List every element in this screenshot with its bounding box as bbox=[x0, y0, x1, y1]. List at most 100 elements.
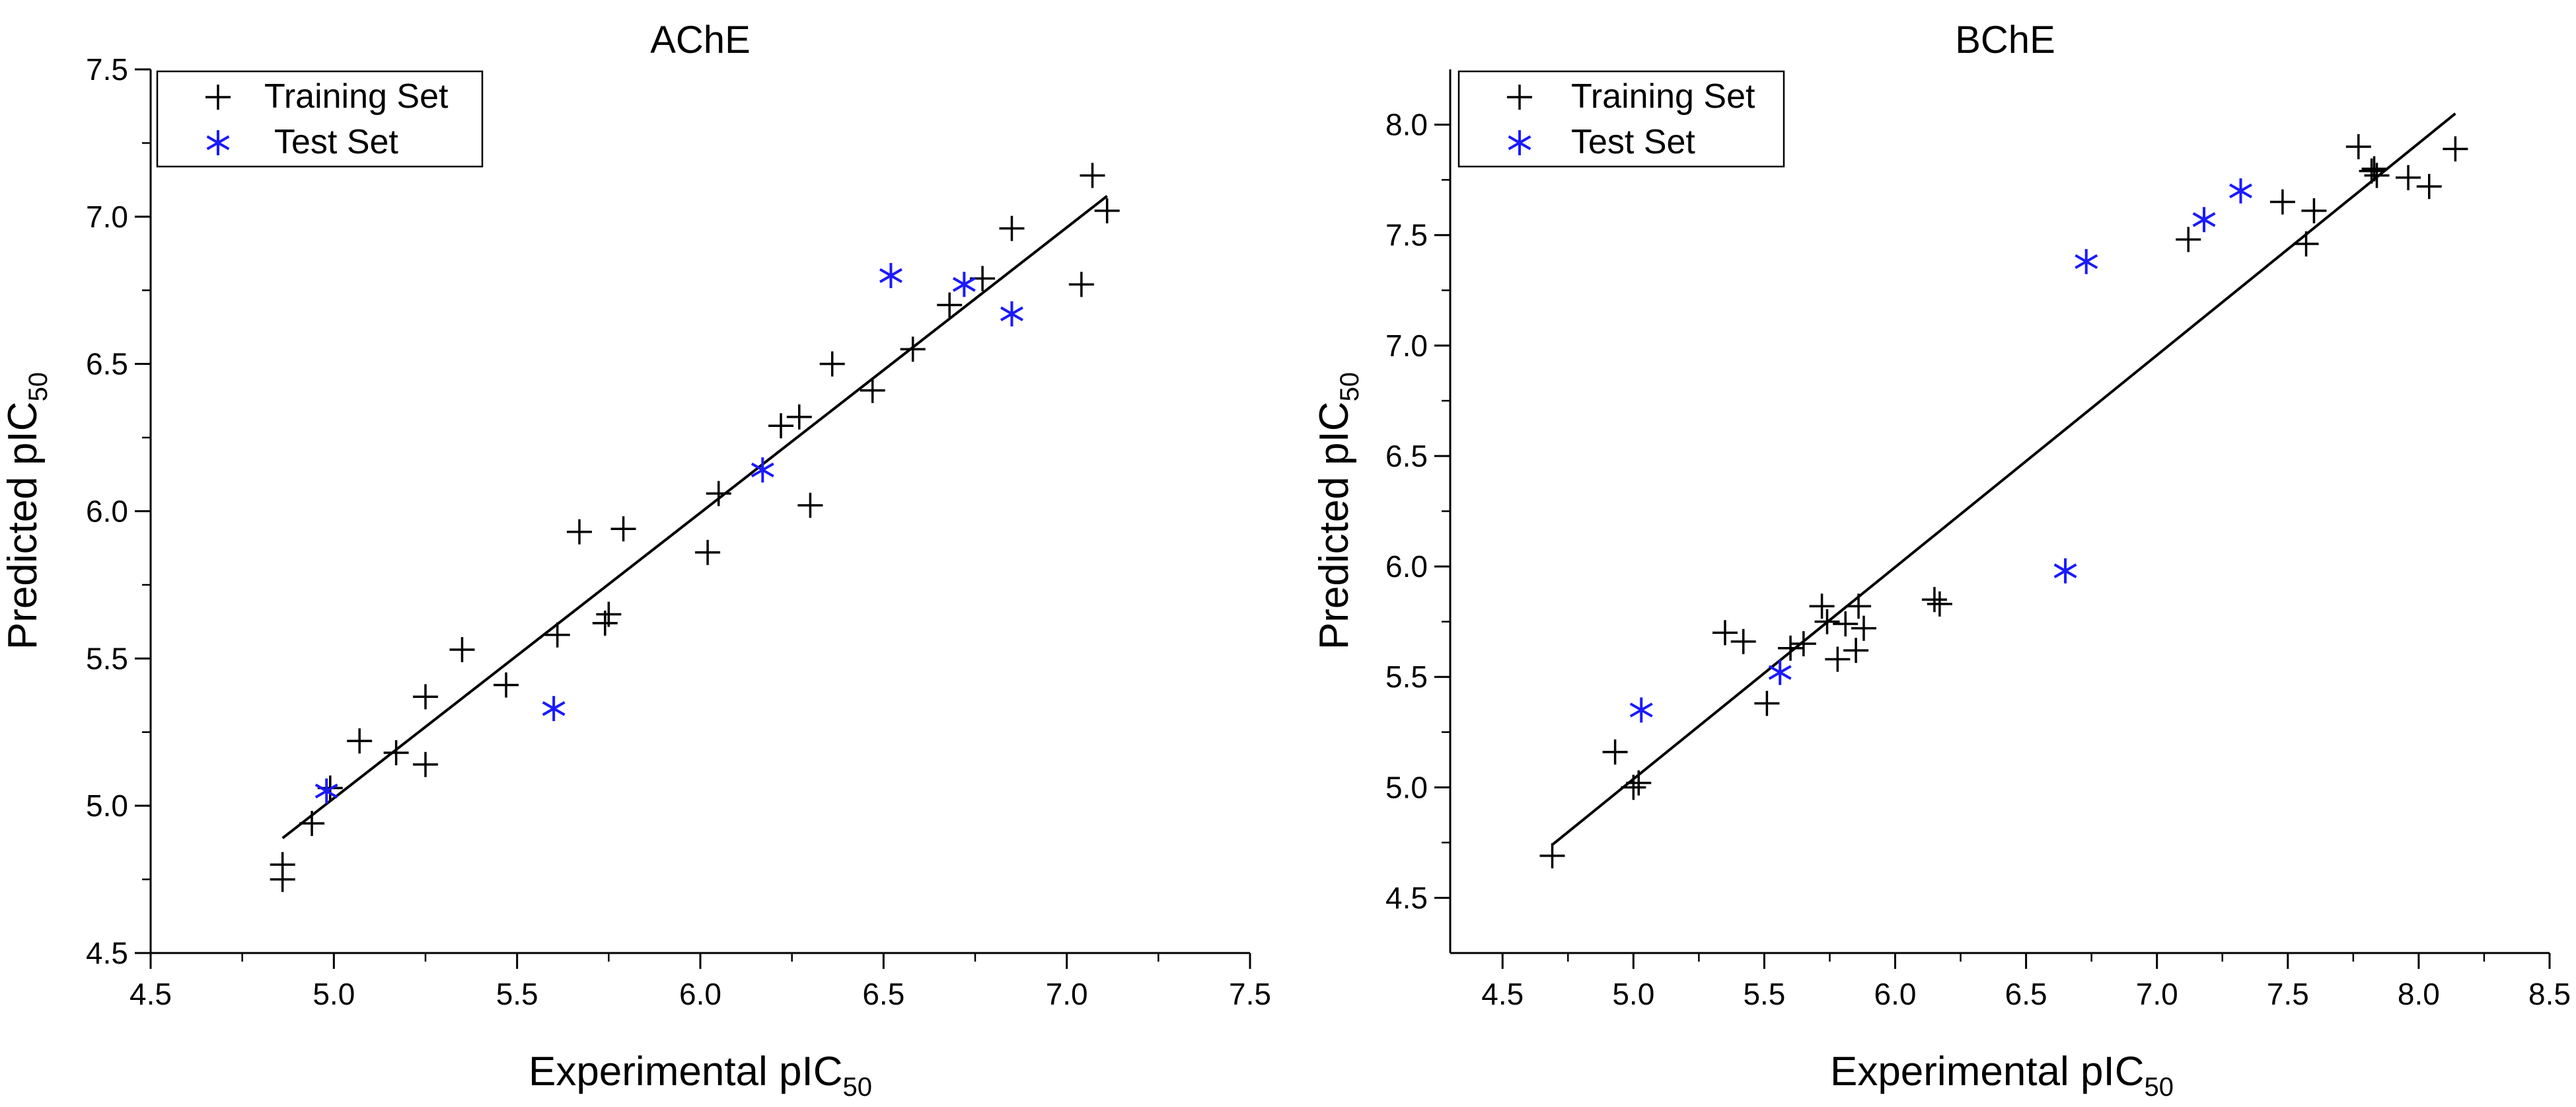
ache-training-point bbox=[695, 539, 721, 565]
ache-y-tick-label: 5.5 bbox=[86, 641, 128, 675]
ache-x-tick-label: 6.5 bbox=[862, 977, 904, 1011]
ache-training-point bbox=[544, 622, 570, 648]
bche-training-point bbox=[2293, 231, 2319, 257]
ache-training-point bbox=[610, 516, 636, 542]
ache-training-point bbox=[270, 866, 295, 892]
chart-bche-test-set-points bbox=[1629, 178, 2252, 723]
chart-ache-training-set-points bbox=[270, 163, 1120, 892]
chart-ache-legend-test-label: Test Set bbox=[274, 123, 398, 161]
ache-test-point bbox=[542, 696, 566, 722]
asterisk-icon bbox=[206, 130, 230, 155]
ache-x-tick-label: 7.5 bbox=[1229, 977, 1271, 1011]
plus-icon bbox=[205, 85, 231, 110]
bche-test-point bbox=[1629, 697, 1653, 723]
chart-ache-title: AChE bbox=[650, 19, 751, 61]
ache-x-tick-label: 4.5 bbox=[129, 977, 172, 1011]
bche-training-point bbox=[1833, 611, 1858, 636]
ache-y-tick-label: 7.0 bbox=[86, 200, 128, 234]
bche-training-point bbox=[1814, 609, 1840, 634]
ache-training-point bbox=[819, 351, 845, 377]
bche-test-point bbox=[2229, 178, 2252, 204]
ache-training-point bbox=[706, 480, 731, 506]
bche-training-point bbox=[2269, 189, 2295, 215]
ache-training-point bbox=[413, 751, 438, 777]
chart-ache: AChE 4.5 5.0 5.5 6.0 6.5 7.0 7.5 4.5 5.0 5.5 6.0 6… bbox=[0, 19, 1271, 1102]
ache-training-point bbox=[797, 492, 823, 518]
bche-training-point bbox=[2396, 165, 2421, 190]
plus-icon bbox=[1507, 85, 1532, 110]
ache-test-point bbox=[751, 457, 774, 483]
bche-y-tick-label: 8.0 bbox=[1385, 108, 1428, 142]
ache-training-point bbox=[999, 215, 1025, 241]
bche-test-point bbox=[2192, 207, 2216, 233]
asterisk-icon bbox=[1508, 130, 1531, 155]
bche-x-tick-label: 8.5 bbox=[2528, 977, 2571, 1011]
chart-bche-regression-line bbox=[1551, 112, 2456, 846]
bche-y-tick-label: 6.5 bbox=[1385, 439, 1428, 473]
ache-y-tick-label: 6.0 bbox=[86, 494, 128, 529]
chart-ache-legend-training-label: Training Set bbox=[264, 77, 449, 116]
bche-training-point bbox=[1843, 638, 1869, 664]
bche-training-point bbox=[1851, 615, 1876, 641]
bche-y-tick-label: 7.5 bbox=[1385, 218, 1428, 252]
chart-ache-y-axis-label: Predicted pIC50 bbox=[0, 372, 53, 650]
ache-training-point bbox=[494, 672, 519, 698]
chart-bche-y-axis-label: Predicted pIC50 bbox=[1311, 372, 1364, 650]
chart-bche: BChE 4.5 5.0 5.5 6.0 6.5 7.0 7.5 8.0 8.5 4.5 5.0 5… bbox=[1311, 19, 2571, 1102]
ache-x-tick-label: 7.0 bbox=[1046, 977, 1088, 1011]
ache-training-point bbox=[1068, 272, 1094, 297]
ache-training-point bbox=[413, 684, 438, 710]
bche-y-tick-label: 5.0 bbox=[1385, 770, 1428, 804]
bche-training-point bbox=[2345, 134, 2371, 159]
chart-ache-test-set-points bbox=[314, 262, 1023, 804]
bche-y-tick-label: 5.5 bbox=[1385, 660, 1428, 694]
bche-training-point bbox=[1730, 629, 1756, 654]
ache-test-point bbox=[1000, 301, 1023, 326]
bche-y-tick-label: 4.5 bbox=[1385, 880, 1428, 915]
bche-training-point bbox=[2361, 156, 2387, 182]
chart-ache-legend-training-marker bbox=[205, 85, 231, 110]
ache-training-point bbox=[299, 810, 325, 836]
chart-ache-legend: Training Set Test Set bbox=[156, 70, 484, 168]
chart-bche-title: BChE bbox=[1955, 19, 2055, 61]
bche-y-tick-label: 7.0 bbox=[1385, 328, 1428, 363]
chart-ache-regression-line bbox=[281, 195, 1108, 839]
ache-y-tick-label: 6.5 bbox=[86, 347, 128, 381]
chart-ache-x-axis-label: Experimental pIC50 bbox=[529, 1049, 872, 1102]
ache-y-tick-label: 5.0 bbox=[86, 788, 128, 823]
ache-x-tick-label: 5.0 bbox=[313, 977, 355, 1011]
chart-ache-legend-box bbox=[156, 70, 484, 168]
bche-training-point bbox=[1626, 770, 1652, 796]
chart-bche-legend: Training Set Test Set bbox=[1457, 70, 1785, 168]
bche-training-point bbox=[1602, 739, 1628, 765]
ache-test-point bbox=[879, 262, 902, 288]
bche-training-point bbox=[2359, 158, 2384, 184]
bche-test-point bbox=[2075, 248, 2098, 274]
bche-x-tick-label: 7.5 bbox=[2267, 977, 2309, 1011]
bche-x-tick-label: 7.0 bbox=[2136, 977, 2178, 1011]
chart-bche-legend-test-label: Test Set bbox=[1571, 123, 1695, 161]
bche-training-point bbox=[2416, 174, 2442, 200]
ache-training-point bbox=[383, 740, 409, 765]
ache-training-point bbox=[768, 413, 794, 439]
bche-x-tick-label: 6.5 bbox=[2005, 977, 2047, 1011]
ache-training-point bbox=[566, 519, 592, 545]
chart-bche-legend-box bbox=[1457, 70, 1785, 168]
bche-training-point bbox=[2176, 227, 2201, 252]
bche-y-tick-label: 6.0 bbox=[1385, 549, 1428, 584]
ache-training-point bbox=[1080, 163, 1105, 188]
chart-bche-legend-training-label: Training Set bbox=[1571, 77, 1755, 116]
bche-training-point bbox=[2443, 136, 2468, 162]
chart-ache-x-ticks: 4.5 5.0 5.5 6.0 6.5 7.0 7.5 bbox=[129, 953, 1271, 1011]
ache-test-point bbox=[952, 272, 976, 297]
bche-training-point bbox=[1825, 646, 1851, 672]
ache-training-point bbox=[937, 292, 963, 318]
bche-training-point bbox=[1809, 593, 1835, 619]
ache-training-point bbox=[449, 636, 475, 662]
ache-y-tick-label: 7.5 bbox=[86, 52, 128, 87]
chart-ache-y-ticks: 4.5 5.0 5.5 6.0 6.5 7.0 7.5 bbox=[86, 52, 151, 970]
ache-training-point bbox=[900, 336, 926, 362]
chart-bche-x-axis-label: Experimental pIC50 bbox=[1830, 1049, 2174, 1102]
ache-y-tick-label: 4.5 bbox=[86, 936, 128, 970]
